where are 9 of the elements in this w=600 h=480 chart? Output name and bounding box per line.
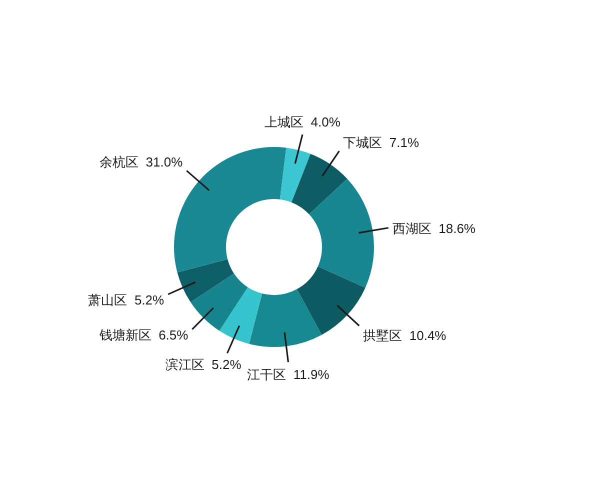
slice-label: 钱塘新区 6.5% — [98, 327, 189, 342]
slice-label: 滨江区 5.2% — [165, 357, 242, 372]
slice-label: 余杭区 31.0% — [100, 154, 184, 170]
slice-label: 拱墅区 10.4% — [363, 328, 447, 343]
slice-label: 下城区 7.1% — [343, 135, 420, 150]
slice-label: 上城区 4.0% — [264, 114, 341, 130]
slice-label: 江干区 11.9% — [247, 367, 330, 382]
slice-label: 西湖区 18.6% — [392, 220, 476, 236]
slice-label: 萧山区 5.2% — [88, 292, 165, 308]
